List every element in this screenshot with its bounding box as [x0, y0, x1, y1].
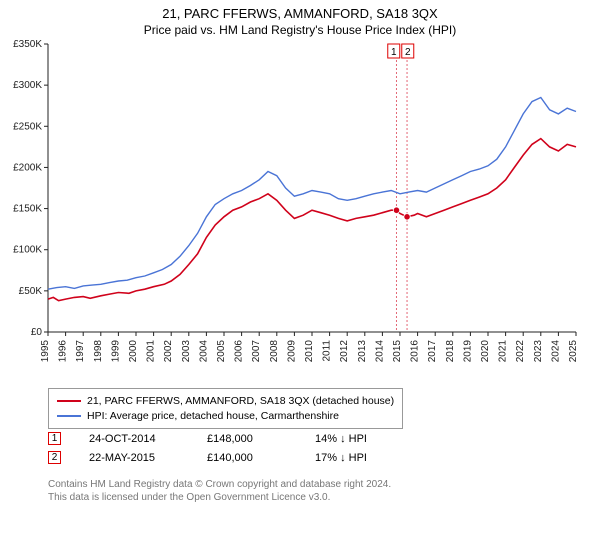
svg-text:2023: 2023 [533, 340, 544, 363]
sale-date: 22-MAY-2015 [89, 452, 179, 464]
svg-text:1: 1 [391, 47, 397, 58]
series-hpi [48, 98, 576, 290]
svg-text:2007: 2007 [251, 340, 262, 363]
legend-row: HPI: Average price, detached house, Carm… [57, 409, 394, 424]
series-property [48, 139, 576, 301]
sale-pct: 14% ↓ HPI [315, 433, 405, 445]
legend-label: 21, PARC FFERWS, AMMANFORD, SA18 3QX (de… [87, 394, 394, 409]
sale-date: 24-OCT-2014 [89, 433, 179, 445]
sales-table: 1 24-OCT-2014 £148,000 14% ↓ HPI 2 22-MAY-201… [48, 432, 405, 470]
svg-text:2004: 2004 [198, 340, 209, 363]
legend-label: HPI: Average price, detached house, Carm… [87, 409, 339, 424]
footer-attribution: Contains HM Land Registry data © Crown c… [48, 478, 391, 504]
sale-flag: 1 [48, 432, 61, 445]
svg-text:2020: 2020 [480, 340, 491, 363]
sale-row: 2 22-MAY-2015 £140,000 17% ↓ HPI [48, 451, 405, 464]
svg-text:2024: 2024 [550, 340, 561, 363]
svg-text:£300K: £300K [13, 80, 42, 91]
svg-text:2021: 2021 [498, 340, 509, 363]
svg-text:1996: 1996 [58, 340, 69, 363]
svg-text:£150K: £150K [13, 204, 42, 215]
sale-price: £140,000 [207, 452, 287, 464]
svg-text:2015: 2015 [392, 340, 403, 363]
svg-text:2006: 2006 [234, 340, 245, 363]
svg-text:1997: 1997 [75, 340, 86, 363]
svg-text:2012: 2012 [339, 340, 350, 363]
sale-pct: 17% ↓ HPI [315, 452, 405, 464]
svg-text:2019: 2019 [462, 340, 473, 363]
svg-text:2: 2 [405, 47, 411, 58]
svg-text:2003: 2003 [181, 340, 192, 363]
legend-row: 21, PARC FFERWS, AMMANFORD, SA18 3QX (de… [57, 394, 394, 409]
svg-text:£50K: £50K [19, 286, 43, 297]
svg-text:1999: 1999 [110, 340, 121, 363]
svg-text:2025: 2025 [568, 340, 579, 363]
svg-text:2005: 2005 [216, 340, 227, 363]
svg-text:2018: 2018 [445, 340, 456, 363]
svg-text:2001: 2001 [146, 340, 157, 363]
sale-row: 1 24-OCT-2014 £148,000 14% ↓ HPI [48, 432, 405, 445]
svg-text:£100K: £100K [13, 245, 42, 256]
legend-swatch [57, 400, 81, 402]
svg-text:£350K: £350K [13, 40, 42, 50]
chart-title-block: 21, PARC FFERWS, AMMANFORD, SA18 3QX Pri… [0, 0, 600, 41]
sale-price: £148,000 [207, 433, 287, 445]
svg-text:2009: 2009 [286, 340, 297, 363]
svg-text:2022: 2022 [515, 340, 526, 363]
svg-text:2017: 2017 [427, 340, 438, 363]
svg-text:2000: 2000 [128, 340, 139, 363]
footer-line1: Contains HM Land Registry data © Crown c… [48, 478, 391, 491]
svg-text:2002: 2002 [163, 340, 174, 363]
title-line1: 21, PARC FFERWS, AMMANFORD, SA18 3QX [0, 6, 600, 21]
footer-line2: This data is licensed under the Open Gov… [48, 491, 391, 504]
sale-flag: 2 [48, 451, 61, 464]
svg-text:2008: 2008 [269, 340, 280, 363]
svg-text:2011: 2011 [322, 340, 333, 362]
svg-text:2014: 2014 [374, 340, 385, 363]
title-line2: Price paid vs. HM Land Registry's House … [0, 23, 600, 37]
svg-text:1998: 1998 [93, 340, 104, 363]
legend-swatch [57, 415, 81, 417]
svg-text:1995: 1995 [40, 340, 51, 363]
line-chart-svg: £0 £50K £100K £150K £200K £250K £300K £350K 1995… [0, 40, 600, 380]
legend-box: 21, PARC FFERWS, AMMANFORD, SA18 3QX (de… [48, 388, 403, 429]
chart-area: £0 £50K £100K £150K £200K £250K £300K £350K 1995… [0, 40, 600, 380]
svg-text:2016: 2016 [410, 340, 421, 363]
svg-text:£200K: £200K [13, 162, 42, 173]
svg-text:£0: £0 [31, 327, 43, 338]
svg-text:£250K: £250K [13, 121, 42, 132]
svg-text:2010: 2010 [304, 340, 315, 363]
svg-text:2013: 2013 [357, 340, 368, 363]
